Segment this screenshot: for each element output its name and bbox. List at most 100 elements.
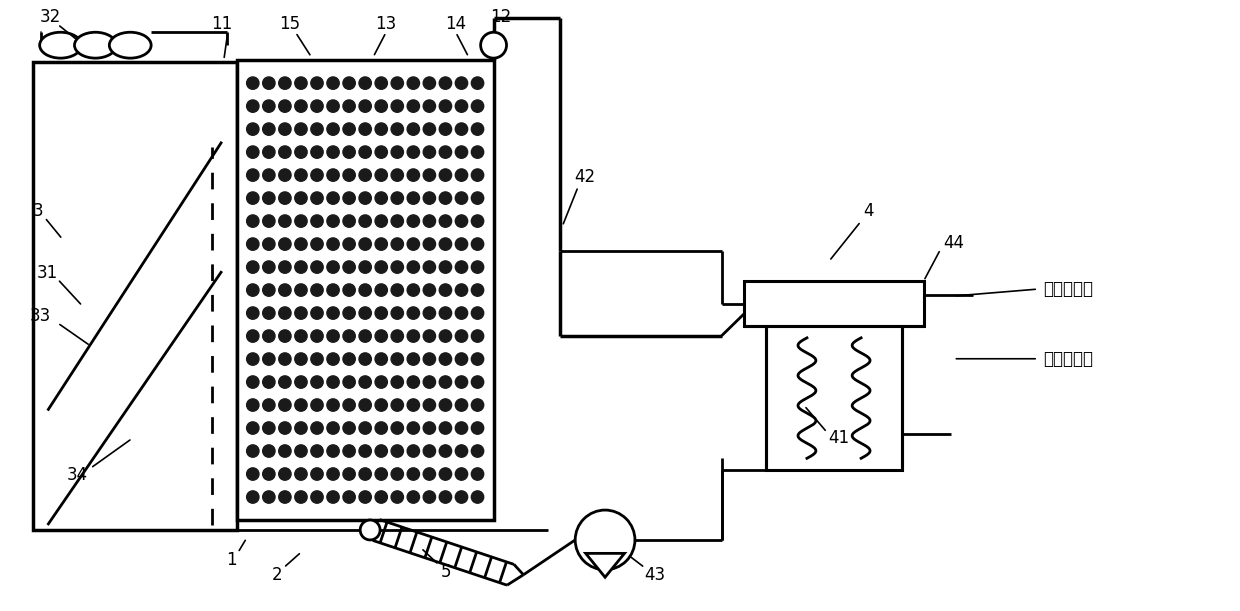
Circle shape [423,399,435,411]
Circle shape [423,261,435,273]
Circle shape [360,192,371,204]
Circle shape [263,238,275,251]
Circle shape [343,307,356,319]
Circle shape [343,353,356,365]
Circle shape [360,238,371,251]
Circle shape [439,468,451,480]
Circle shape [327,445,340,457]
Circle shape [327,376,340,388]
Circle shape [311,77,324,89]
Text: 热媒（出）: 热媒（出） [1043,349,1094,368]
Circle shape [360,215,371,227]
Text: 41: 41 [828,430,849,447]
Circle shape [263,77,275,89]
Circle shape [391,261,403,273]
Circle shape [247,100,259,112]
Circle shape [295,215,308,227]
Circle shape [343,491,356,503]
Circle shape [279,353,291,365]
Circle shape [374,422,387,434]
Circle shape [360,468,371,480]
Circle shape [279,307,291,319]
Circle shape [295,422,308,434]
Circle shape [455,284,467,296]
Circle shape [343,330,356,342]
Circle shape [343,123,356,135]
Circle shape [407,146,419,158]
Circle shape [327,353,340,365]
Circle shape [455,422,467,434]
Circle shape [374,238,387,251]
Circle shape [391,77,403,89]
Circle shape [343,169,356,181]
Circle shape [295,192,308,204]
Circle shape [471,100,484,112]
Circle shape [471,238,484,251]
Circle shape [423,284,435,296]
Circle shape [407,399,419,411]
Text: 15: 15 [279,15,300,33]
Circle shape [247,284,259,296]
Circle shape [439,238,451,251]
Circle shape [360,422,371,434]
Circle shape [279,399,291,411]
Circle shape [263,169,275,181]
Circle shape [279,238,291,251]
Circle shape [407,77,419,89]
Circle shape [407,376,419,388]
Circle shape [311,491,324,503]
Circle shape [247,468,259,480]
Circle shape [343,399,356,411]
Circle shape [471,353,484,365]
Circle shape [247,238,259,251]
Circle shape [327,307,340,319]
Circle shape [327,261,340,273]
Circle shape [391,330,403,342]
Circle shape [279,77,291,89]
Circle shape [423,100,435,112]
Circle shape [279,284,291,296]
Circle shape [423,468,435,480]
Circle shape [575,510,635,570]
Circle shape [374,215,387,227]
Circle shape [481,32,506,58]
Circle shape [360,491,371,503]
Circle shape [327,215,340,227]
Circle shape [263,215,275,227]
Circle shape [327,100,340,112]
Circle shape [391,468,403,480]
Circle shape [247,261,259,273]
Circle shape [311,353,324,365]
Circle shape [471,146,484,158]
Circle shape [439,261,451,273]
Circle shape [327,192,340,204]
Circle shape [455,491,467,503]
Circle shape [455,445,467,457]
Circle shape [360,445,371,457]
Circle shape [247,192,259,204]
Circle shape [360,146,371,158]
Circle shape [360,284,371,296]
Circle shape [327,330,340,342]
Circle shape [343,261,356,273]
Circle shape [311,261,324,273]
Circle shape [247,353,259,365]
Circle shape [327,399,340,411]
Circle shape [407,330,419,342]
Circle shape [279,169,291,181]
Circle shape [360,261,371,273]
Circle shape [311,123,324,135]
Circle shape [374,146,387,158]
Circle shape [311,422,324,434]
Text: 33: 33 [30,307,51,325]
Circle shape [391,192,403,204]
Circle shape [295,123,308,135]
Circle shape [374,284,387,296]
Circle shape [423,77,435,89]
Circle shape [343,284,356,296]
Circle shape [439,307,451,319]
Circle shape [311,284,324,296]
Circle shape [423,330,435,342]
Circle shape [439,284,451,296]
Circle shape [327,77,340,89]
